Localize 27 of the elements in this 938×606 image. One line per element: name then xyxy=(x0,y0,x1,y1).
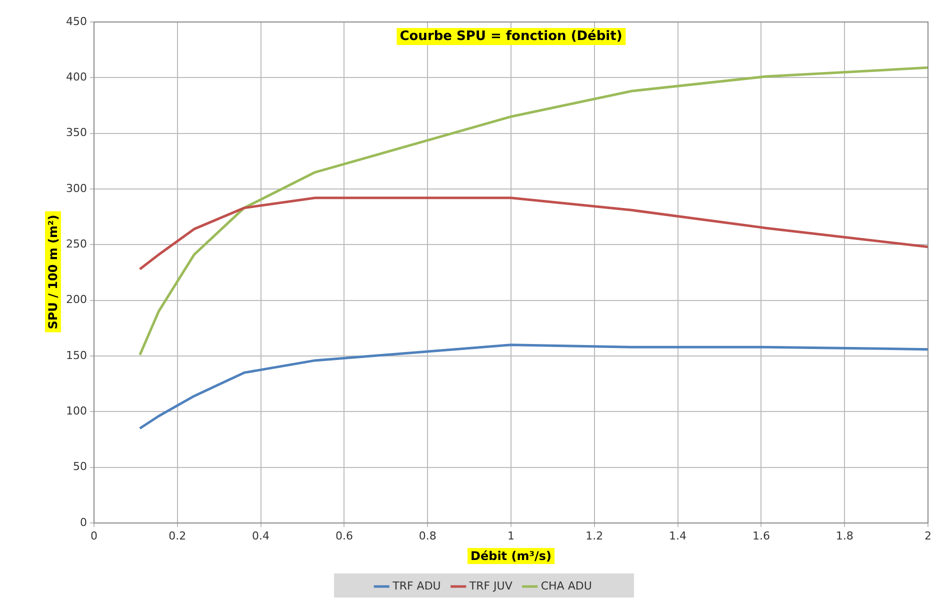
text: Courbe SPU = fonction (Débit) xyxy=(396,28,626,45)
x-tick-label: 0.2 xyxy=(168,529,186,542)
x-tick-label: 1.4 xyxy=(669,529,687,542)
x-tick-label: 0.8 xyxy=(418,529,436,542)
y-tick-label: 150 xyxy=(66,348,87,362)
y-axis-title: SPU / 100 m (m²) xyxy=(45,212,61,332)
y-tick-label: 400 xyxy=(66,70,87,84)
y-tick-label: 50 xyxy=(73,460,87,474)
x-tick-label: 0.4 xyxy=(252,529,270,542)
y-tick-label: 0 xyxy=(80,516,87,529)
x-tick-label: 0.6 xyxy=(335,529,353,542)
x-tick-label: 1 xyxy=(508,529,514,542)
y-tick-label: 250 xyxy=(66,238,87,251)
legend-label: CHA ADU xyxy=(540,579,592,592)
x-tick-label: 1.8 xyxy=(836,529,854,542)
legend-label: TRF ADU xyxy=(392,579,441,592)
y-tick-label: 200 xyxy=(66,293,87,306)
y-tick-label: 100 xyxy=(66,404,87,418)
y-tick-label: 450 xyxy=(66,14,87,28)
x-axis-title: Débit (m³/s) xyxy=(468,548,554,564)
x-tick-label: 1.6 xyxy=(752,529,770,542)
y-tick-label: 300 xyxy=(66,182,87,195)
x-tick-label: 0 xyxy=(90,529,98,542)
x-tick-label: 2 xyxy=(924,529,932,542)
legend-label: TRF JUV xyxy=(468,579,513,592)
x-tick-label: 1.2 xyxy=(586,529,604,542)
y-tick-label: 350 xyxy=(66,126,87,140)
